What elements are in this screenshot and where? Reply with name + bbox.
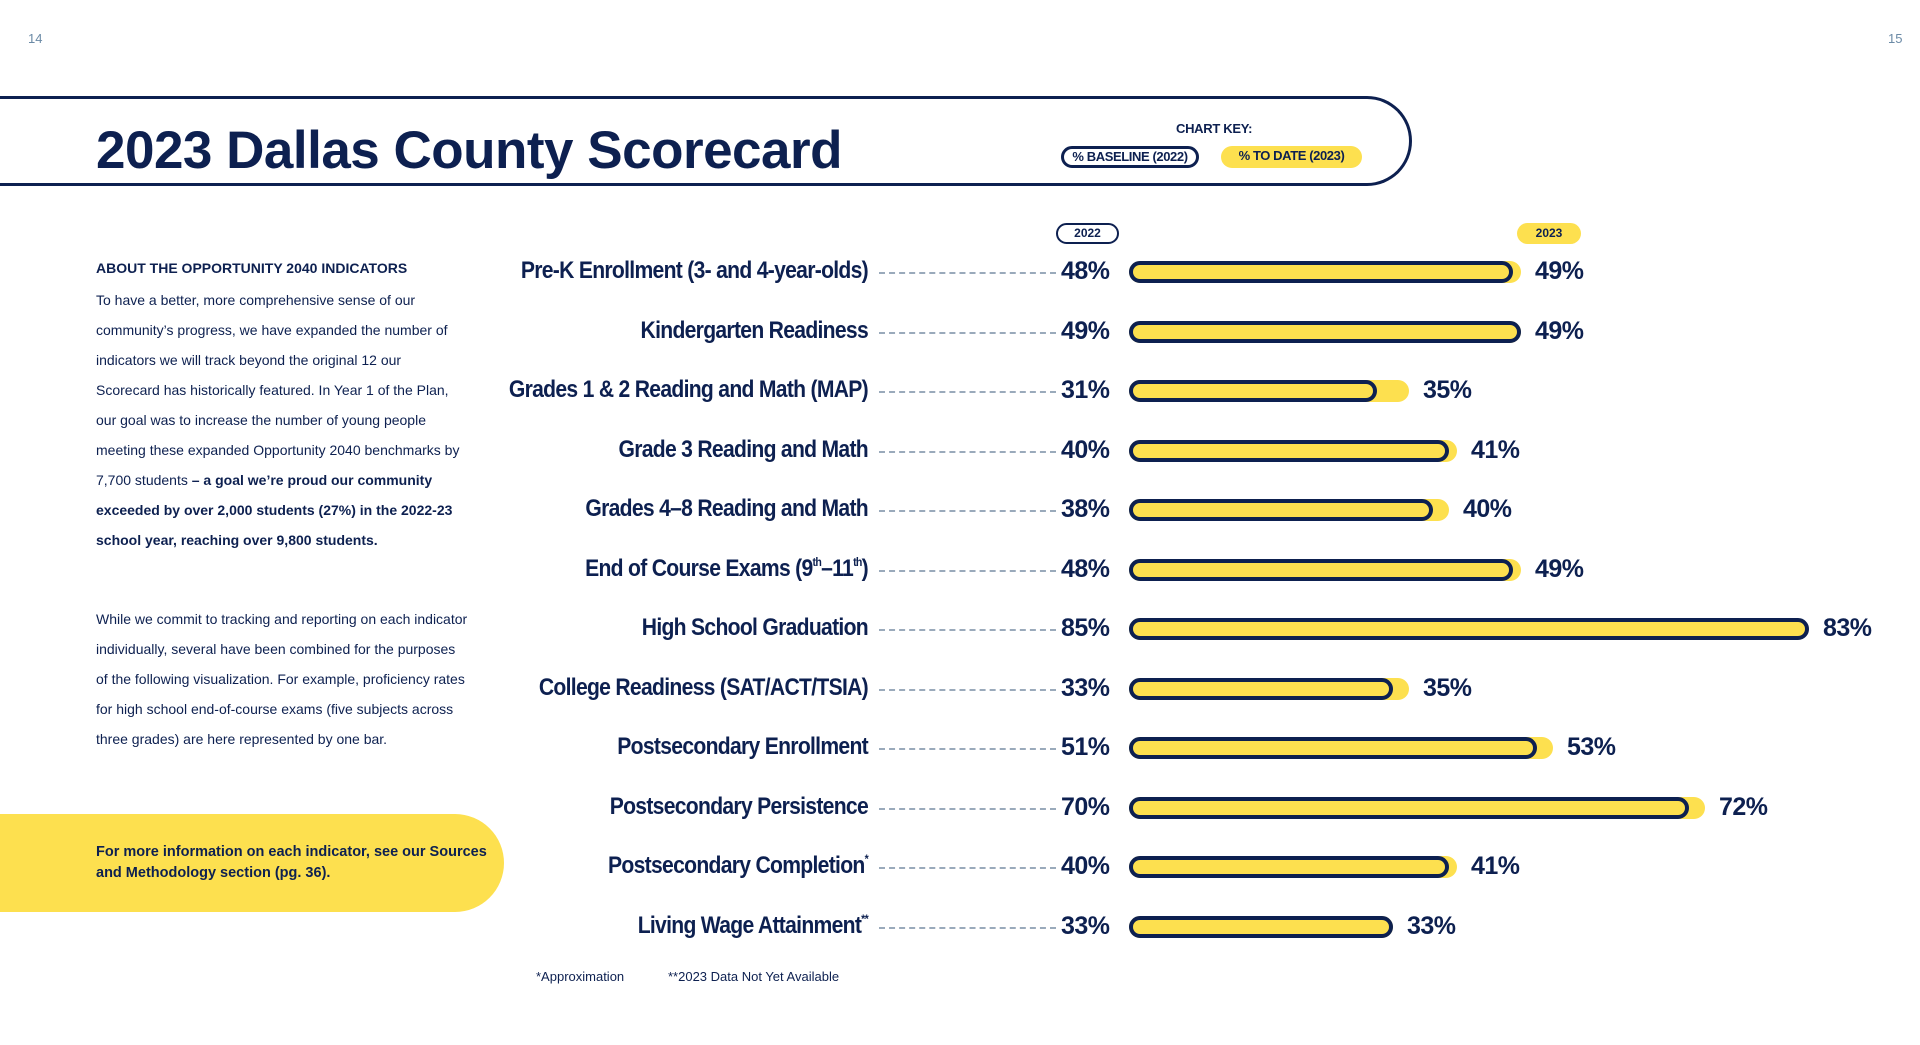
about-paragraph-1-highlight: – a goal we’re proud our community excee… [96, 472, 453, 548]
to-date-value-label: 35% [1423, 376, 1472, 404]
chart-key-title: CHART KEY: [1176, 121, 1253, 136]
leader-line [879, 510, 1056, 512]
baseline-value-label: 51% [1061, 733, 1110, 761]
to-date-value-label: 41% [1471, 435, 1520, 464]
leader-line [879, 807, 1056, 810]
bar-2022 [1129, 558, 1513, 581]
bar-2022 [1129, 499, 1433, 521]
baseline-value-label: 38% [1061, 495, 1110, 523]
to-date-value-label: 35% [1423, 673, 1472, 702]
leader-line [879, 688, 1056, 691]
baseline-value-label: 40% [1061, 852, 1110, 880]
about-paragraph-1: To have a better, more comprehensive sen… [96, 285, 468, 555]
baseline-value-label: 70% [1061, 792, 1110, 821]
to-date-value-label: 49% [1535, 257, 1584, 285]
bar-2022 [1129, 915, 1393, 938]
indicator-label: Living Wage Attainment** [637, 911, 869, 939]
year-pill-2023: 2023 [1517, 223, 1581, 244]
indicator-label: Kindergarten Readiness [640, 316, 869, 344]
chart-key-to-date: % TO DATE (2023) [1221, 146, 1362, 168]
page-title: 2023 Dallas County Scorecard [96, 121, 843, 180]
bar-2022 [1129, 796, 1689, 819]
leader-line [879, 748, 1056, 750]
about-paragraph-1-text: To have a better, more comprehensive sen… [96, 292, 460, 488]
bar-2022 [1129, 856, 1449, 878]
to-date-value-label: 83% [1823, 614, 1872, 642]
leader-line [879, 569, 1056, 572]
indicator-label: Postsecondary Persistence [609, 792, 869, 820]
leader-line [879, 450, 1056, 453]
bar-2022 [1129, 737, 1537, 759]
baseline-value-label: 40% [1061, 435, 1110, 464]
year-pill-2022: 2022 [1056, 223, 1119, 244]
to-date-value-label: 33% [1407, 911, 1456, 940]
bar-2022 [1129, 618, 1809, 640]
baseline-value-label: 31% [1061, 376, 1110, 404]
about-heading: ABOUT THE OPPORTUNITY 2040 INDICATORS [96, 260, 408, 276]
leader-line [879, 926, 1056, 929]
chart-key-baseline: % BASELINE (2022) [1061, 146, 1199, 168]
baseline-value-label: 33% [1061, 911, 1110, 940]
to-date-value-label: 49% [1535, 554, 1584, 583]
to-date-value-label: 41% [1471, 852, 1520, 880]
baseline-value-label: 33% [1061, 673, 1110, 702]
to-date-value-label: 40% [1463, 495, 1512, 523]
indicator-label: Pre-K Enrollment (3- and 4-year-olds) [520, 257, 869, 284]
baseline-value-label: 85% [1061, 614, 1110, 642]
indicator-label: Grades 4–8 Reading and Math [585, 495, 868, 522]
bar-2022 [1129, 439, 1449, 462]
leader-line [879, 331, 1056, 334]
indicator-label: High School Graduation [641, 614, 869, 641]
bar-2022 [1129, 380, 1377, 402]
to-date-value-label: 53% [1567, 733, 1616, 761]
footnote-approximation: *Approximation [536, 969, 625, 984]
indicator-label: End of Course Exams (9th–11th) [585, 554, 869, 582]
about-paragraph-2: While we commit to tracking and reportin… [96, 611, 468, 747]
more-info-callout: For more information on each indicator, … [0, 814, 504, 912]
indicator-label: Postsecondary Completion* [608, 852, 869, 879]
baseline-value-label: 48% [1061, 257, 1110, 285]
leader-line [879, 629, 1056, 631]
indicator-label: College Readiness (SAT/ACT/TSIA) [538, 673, 869, 701]
page-number-right: 15 [1888, 31, 1903, 46]
indicator-label: Grades 1 & 2 Reading and Math (MAP) [508, 376, 869, 403]
indicator-label: Grade 3 Reading and Math [618, 435, 868, 463]
bar-2022 [1129, 677, 1393, 700]
bar-2022 [1129, 320, 1521, 343]
leader-line [879, 867, 1056, 869]
baseline-value-label: 48% [1061, 554, 1110, 583]
indicator-label: Postsecondary Enrollment [617, 733, 868, 760]
to-date-value-label: 72% [1719, 792, 1768, 821]
footnote-not-available: **2023 Data Not Yet Available [668, 969, 840, 984]
leader-line [879, 391, 1056, 393]
page-number-left: 14 [28, 31, 43, 46]
baseline-value-label: 49% [1061, 316, 1110, 345]
title-banner [0, 96, 1412, 186]
leader-line [879, 272, 1056, 274]
more-info-text: For more information on each indicator, … [96, 844, 487, 881]
bar-2022 [1129, 261, 1513, 283]
to-date-value-label: 49% [1535, 316, 1584, 345]
